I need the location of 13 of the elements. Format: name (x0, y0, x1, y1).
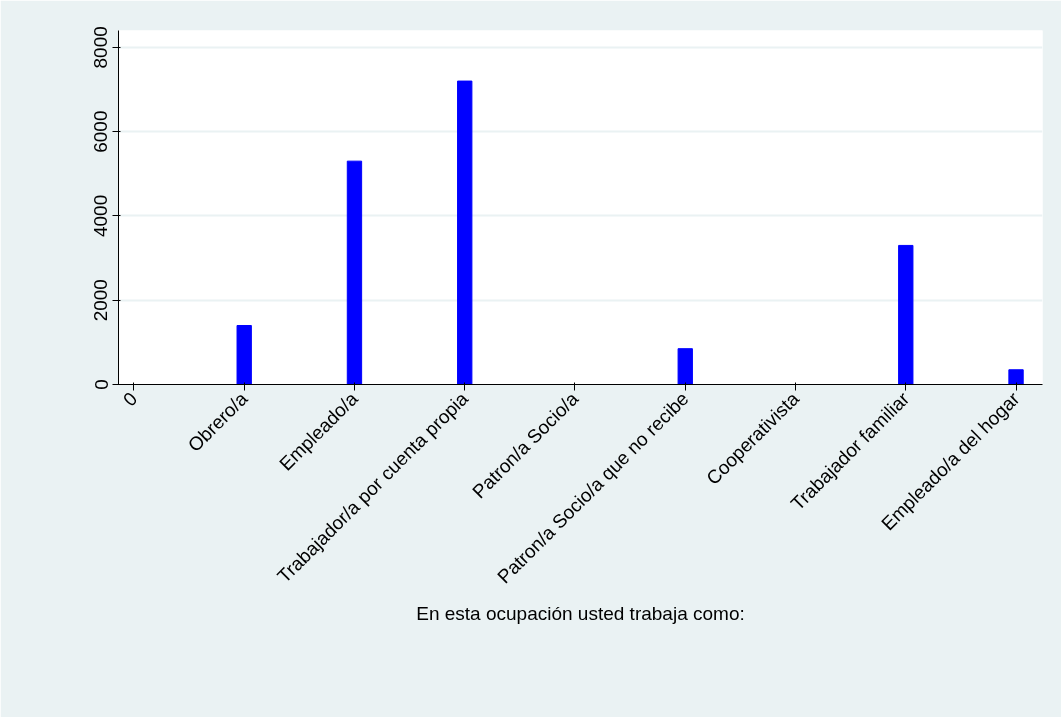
y-tick-label: 6000 (90, 110, 112, 153)
y-tick-label: 2000 (90, 279, 112, 322)
bar (1008, 369, 1024, 385)
x-tick-label: 0 (119, 388, 142, 411)
y-tick-label: 4000 (90, 194, 112, 238)
bar (346, 160, 363, 385)
x-axis-title: En esta ocupación usted trabaja como: (416, 602, 745, 624)
bar (236, 325, 252, 385)
bar (677, 348, 693, 385)
bar (457, 80, 473, 385)
y-tick-label: 0 (90, 379, 112, 390)
y-tick-label: 8000 (90, 26, 112, 69)
bar (898, 244, 914, 385)
